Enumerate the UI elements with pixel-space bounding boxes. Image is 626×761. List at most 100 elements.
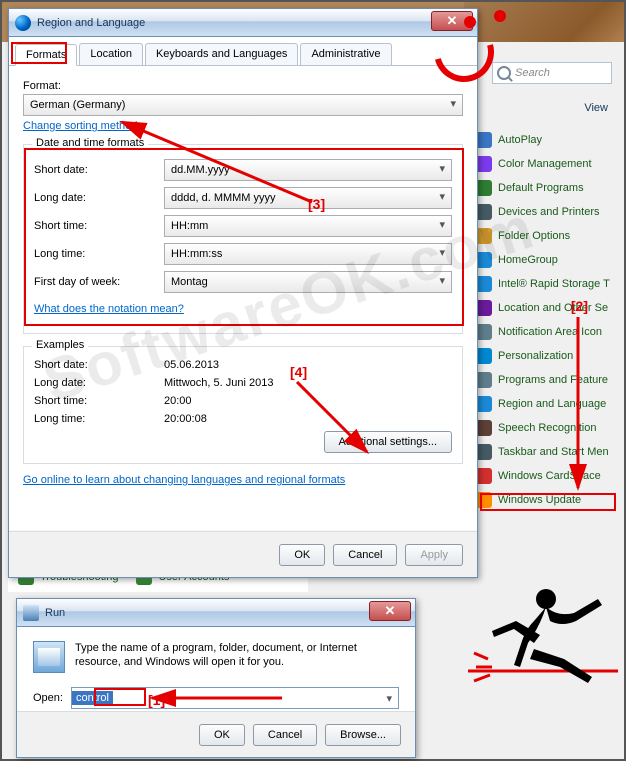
row-dropdown[interactable]: HH:mm:ss — [164, 243, 452, 265]
item-icon — [476, 204, 492, 220]
item-label: Programs and Feature — [498, 374, 608, 386]
run-dialog: Run ✕ Type the name of a program, folder… — [16, 598, 416, 758]
format-row: Short time:HH:mm — [34, 215, 452, 237]
ok-button[interactable]: OK — [199, 724, 245, 746]
item-icon — [476, 228, 492, 244]
row-dropdown[interactable]: dddd, d. MMMM yyyy — [164, 187, 452, 209]
run-title: Run — [45, 607, 65, 619]
sidebar-item-speech-recognition[interactable]: Speech Recognition — [474, 416, 614, 440]
item-label: Windows CardSpace — [498, 470, 601, 482]
search-box[interactable]: Search — [492, 62, 612, 84]
item-icon — [476, 420, 492, 436]
item-icon — [476, 492, 492, 508]
run-description: Type the name of a program, folder, docu… — [75, 641, 399, 669]
format-label: Format: — [23, 80, 463, 92]
item-icon — [476, 396, 492, 412]
item-icon — [476, 276, 492, 292]
item-label: Devices and Printers — [498, 206, 600, 218]
tab-location[interactable]: Location — [79, 43, 143, 65]
sidebar-item-personalization[interactable]: Personalization — [474, 344, 614, 368]
format-row: Short date:dd.MM.yyyy — [34, 159, 452, 181]
globe-icon — [15, 15, 31, 31]
item-label: Default Programs — [498, 182, 584, 194]
format-row: Long date:dddd, d. MMMM yyyy — [34, 187, 452, 209]
browse-button[interactable]: Browse... — [325, 724, 401, 746]
item-label: Taskbar and Start Men — [498, 446, 609, 458]
example-value: 05.06.2013 — [164, 359, 452, 371]
apply-button[interactable]: Apply — [405, 544, 463, 566]
item-label: Color Management — [498, 158, 592, 170]
cancel-button[interactable]: Cancel — [333, 544, 397, 566]
item-label: Personalization — [498, 350, 573, 362]
format-row: Long time:HH:mm:ss — [34, 243, 452, 265]
examples-legend: Examples — [32, 339, 88, 351]
close-button[interactable]: ✕ — [369, 601, 411, 621]
example-label: Short time: — [34, 395, 164, 407]
item-label: AutoPlay — [498, 134, 542, 146]
tab-formats[interactable]: Formats — [15, 44, 77, 66]
item-label: Folder Options — [498, 230, 570, 242]
example-value: Mittwoch, 5. Juni 2013 — [164, 377, 452, 389]
sidebar-item-notification-area-icon[interactable]: Notification Area Icon — [474, 320, 614, 344]
online-help-link[interactable]: Go online to learn about changing langua… — [23, 474, 345, 486]
item-icon — [476, 372, 492, 388]
row-dropdown[interactable]: Montag — [164, 271, 452, 293]
tab-bar: FormatsLocationKeyboards and LanguagesAd… — [9, 37, 477, 66]
region-language-dialog: Region and Language ✕ FormatsLocationKey… — [8, 8, 478, 578]
tab-keyboards-and-languages[interactable]: Keyboards and Languages — [145, 43, 299, 65]
example-value: 20:00:08 — [164, 413, 452, 425]
close-button[interactable]: ✕ — [431, 11, 473, 31]
item-icon — [476, 156, 492, 172]
row-label: Long date: — [34, 192, 164, 204]
change-sorting-link[interactable]: Change sorting method — [23, 120, 137, 132]
date-time-formats-group: Date and time formats Short date:dd.MM.y… — [23, 144, 463, 334]
item-icon — [476, 252, 492, 268]
sidebar-item-taskbar-and-start-men[interactable]: Taskbar and Start Men — [474, 440, 614, 464]
control-panel-sidebar: View AutoPlay Color Management Default Pro… — [474, 102, 614, 512]
additional-settings-button[interactable]: Additional settings... — [324, 431, 452, 453]
row-label: Short date: — [34, 164, 164, 176]
sidebar-item-color-management[interactable]: Color Management — [474, 152, 614, 176]
item-icon — [476, 468, 492, 484]
example-label: Long date: — [34, 377, 164, 389]
sidebar-item-windows-update[interactable]: Windows Update — [474, 488, 614, 512]
sidebar-item-location-and-other-se[interactable]: Location and Other Se — [474, 296, 614, 320]
group-legend: Date and time formats — [32, 137, 148, 149]
item-icon — [476, 180, 492, 196]
sidebar-item-windows-cardspace[interactable]: Windows CardSpace — [474, 464, 614, 488]
tab-administrative[interactable]: Administrative — [300, 43, 391, 65]
sidebar-item-autoplay[interactable]: AutoPlay — [474, 128, 614, 152]
sidebar-item-homegroup[interactable]: HomeGroup — [474, 248, 614, 272]
item-label: Region and Language — [498, 398, 606, 410]
cancel-button[interactable]: Cancel — [253, 724, 317, 746]
format-dropdown[interactable]: German (Germany) — [23, 94, 463, 116]
item-label: Location and Other Se — [498, 302, 608, 314]
sidebar-item-default-programs[interactable]: Default Programs — [474, 176, 614, 200]
open-value: control — [72, 691, 113, 705]
row-dropdown[interactable]: HH:mm — [164, 215, 452, 237]
notation-link[interactable]: What does the notation mean? — [34, 303, 184, 315]
item-label: Intel® Rapid Storage T — [498, 278, 610, 290]
view-label[interactable]: View — [474, 102, 614, 114]
search-icon — [497, 66, 511, 80]
row-label: First day of week: — [34, 276, 164, 288]
format-row: First day of week:Montag — [34, 271, 452, 293]
item-label: Speech Recognition — [498, 422, 596, 434]
ok-button[interactable]: OK — [279, 544, 325, 566]
run-titlebar[interactable]: Run ✕ — [17, 599, 415, 627]
open-input[interactable]: control — [71, 687, 399, 709]
example-label: Short date: — [34, 359, 164, 371]
dialog-titlebar[interactable]: Region and Language ✕ — [9, 9, 477, 37]
sidebar-item-region-and-language[interactable]: Region and Language — [474, 392, 614, 416]
sidebar-item-folder-options[interactable]: Folder Options — [474, 224, 614, 248]
sidebar-item-intel-rapid-storage-t[interactable]: Intel® Rapid Storage T — [474, 272, 614, 296]
row-dropdown[interactable]: dd.MM.yyyy — [164, 159, 452, 181]
sidebar-item-programs-and-feature[interactable]: Programs and Feature — [474, 368, 614, 392]
search-placeholder: Search — [515, 67, 550, 79]
item-icon — [476, 444, 492, 460]
sidebar-item-devices-and-printers[interactable]: Devices and Printers — [474, 200, 614, 224]
program-icon — [33, 641, 65, 673]
dialog-body: Format: German (Germany) Change sorting … — [9, 66, 477, 530]
run-icon — [23, 605, 39, 621]
row-label: Short time: — [34, 220, 164, 232]
